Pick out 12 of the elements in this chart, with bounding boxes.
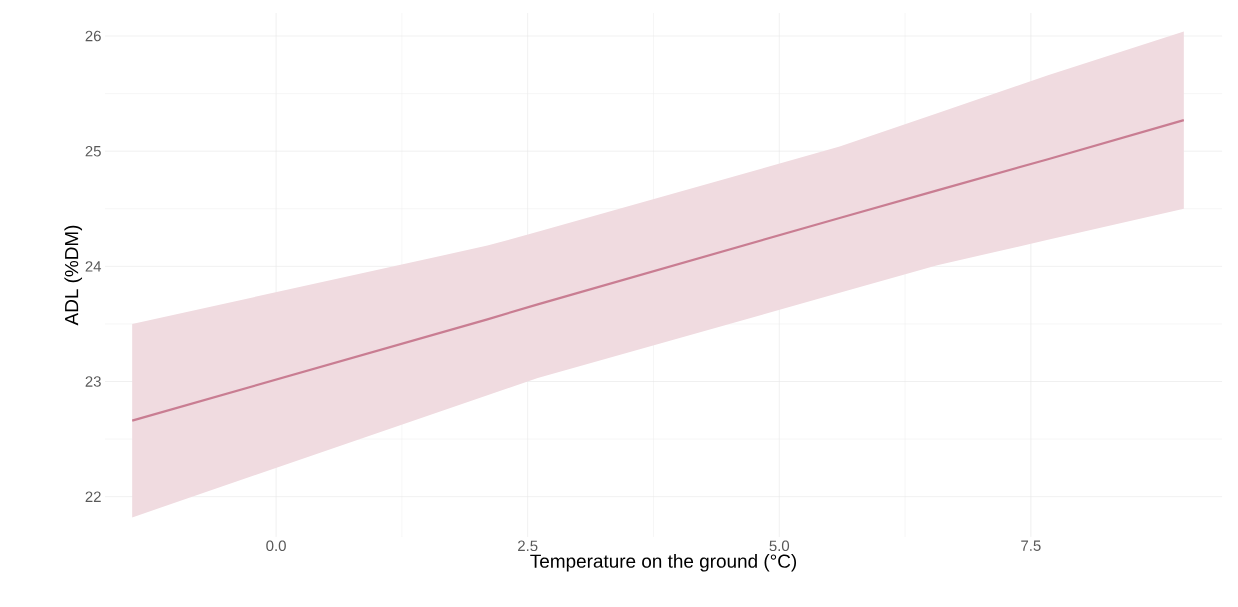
y-tick-label: 25	[85, 145, 101, 157]
x-tick-label: 5.0	[769, 540, 790, 552]
y-axis-title: ADL (%DM)	[64, 225, 83, 326]
x-tick-label: 0.0	[266, 540, 286, 552]
y-tick-label: 26	[85, 30, 101, 42]
x-tick-label: 2.5	[518, 540, 538, 552]
y-tick-label: 23	[85, 376, 101, 387]
y-tick-label: 22	[85, 491, 101, 502]
line-series	[131, 118, 1185, 422]
y-tick-label: 24	[85, 261, 102, 272]
x-axis-title: Temperature on the ground (°C)	[530, 553, 797, 572]
x-tick-label: 7.5	[1021, 540, 1041, 551]
